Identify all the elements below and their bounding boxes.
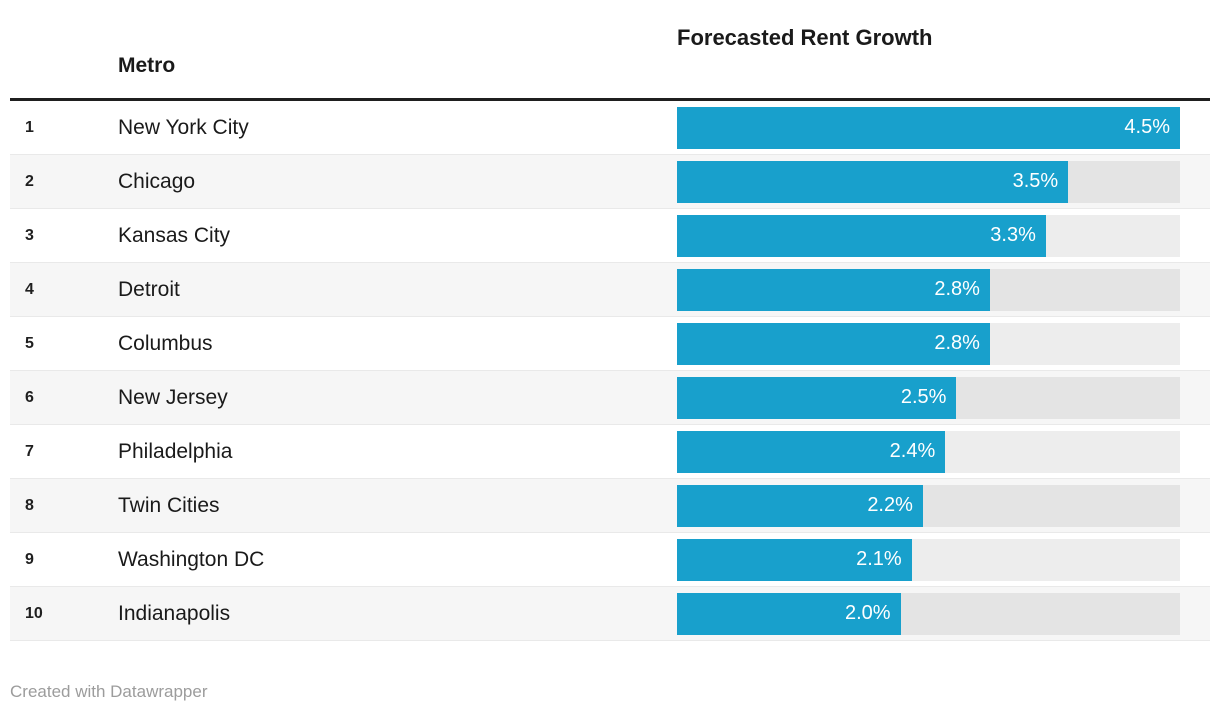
bar-value-label: 2.0% bbox=[844, 602, 891, 624]
bar-value-label: 3.5% bbox=[1012, 170, 1059, 192]
bar-track: 2.8% bbox=[677, 322, 1180, 365]
table-row: 9 Washington DC 2.1% bbox=[10, 533, 1210, 587]
credit-link[interactable]: Created with Datawrapper bbox=[10, 682, 208, 701]
bar-value-label: 4.5% bbox=[1124, 116, 1170, 138]
metro-label: Chicago bbox=[118, 169, 196, 193]
bar-value-label: 2.8% bbox=[934, 278, 980, 300]
growth-column-header: Forecasted Rent Growth bbox=[677, 25, 933, 50]
table-row: 6 New Jersey 2.5% bbox=[10, 371, 1210, 425]
metro-label: New Jersey bbox=[118, 385, 228, 409]
metro-label: Kansas City bbox=[118, 223, 231, 247]
metro-label: Indianapolis bbox=[118, 601, 231, 625]
bar: 4.5% bbox=[677, 106, 1180, 149]
bar-track: 3.3% bbox=[677, 214, 1180, 257]
table-row: 1 New York City 4.5% bbox=[10, 101, 1210, 155]
bar-cell: 3.3% bbox=[677, 209, 1180, 262]
metro-column-header: Metro bbox=[118, 54, 176, 77]
metro-label: Detroit bbox=[118, 277, 180, 301]
rank-label: 8 bbox=[25, 496, 34, 514]
table-row: 3 Kansas City 3.3% bbox=[10, 209, 1210, 263]
bar-track: 2.4% bbox=[677, 430, 1180, 473]
rank-label: 4 bbox=[25, 280, 34, 298]
bar-cell: 2.2% bbox=[677, 479, 1180, 532]
bar-cell: 2.0% bbox=[677, 587, 1180, 640]
bar: 2.5% bbox=[677, 376, 957, 419]
table-row: 10 Indianapolis 2.0% bbox=[10, 587, 1210, 641]
bar-track: 2.5% bbox=[677, 376, 1180, 419]
bar-value-label: 2.4% bbox=[889, 440, 936, 462]
bar-track: 2.2% bbox=[677, 484, 1180, 527]
bar: 2.4% bbox=[677, 430, 946, 473]
rank-label: 2 bbox=[25, 172, 34, 190]
table-body: 1 New York City 4.5% 2 Chicago 3.5% 3 Ka… bbox=[10, 101, 1210, 641]
metro-label: New York City bbox=[118, 115, 249, 139]
rank-label: 9 bbox=[25, 550, 34, 568]
rank-label: 3 bbox=[25, 226, 34, 244]
bar-track: 3.5% bbox=[677, 160, 1180, 203]
bar: 2.0% bbox=[677, 592, 901, 635]
bar-cell: 2.1% bbox=[677, 533, 1180, 586]
rank-label: 7 bbox=[25, 442, 34, 460]
table-row: 2 Chicago 3.5% bbox=[10, 155, 1210, 209]
table-row: 4 Detroit 2.8% bbox=[10, 263, 1210, 317]
table-row: 5 Columbus 2.8% bbox=[10, 317, 1210, 371]
bar-cell: 2.5% bbox=[677, 371, 1180, 424]
bar: 2.2% bbox=[677, 484, 923, 527]
bar-track: 4.5% bbox=[677, 106, 1180, 149]
bar-value-label: 3.3% bbox=[990, 224, 1036, 246]
bar-track: 2.0% bbox=[677, 592, 1180, 635]
rank-label: 1 bbox=[25, 118, 34, 136]
bar-track: 2.8% bbox=[677, 268, 1180, 311]
bar-value-label: 2.5% bbox=[900, 386, 947, 408]
bar-cell: 2.8% bbox=[677, 263, 1180, 316]
bar-cell: 2.4% bbox=[677, 425, 1180, 478]
bar: 3.5% bbox=[677, 160, 1069, 203]
attribution: Created with Datawrapper bbox=[10, 681, 207, 703]
rent-growth-table: Metro Forecasted Rent Growth 1 New York … bbox=[10, 0, 1210, 641]
bar-cell: 4.5% bbox=[677, 101, 1180, 154]
rank-label: 5 bbox=[25, 334, 34, 352]
bar: 2.1% bbox=[677, 538, 912, 581]
metro-label: Philadelphia bbox=[118, 439, 233, 463]
table-row: 7 Philadelphia 2.4% bbox=[10, 425, 1210, 479]
metro-label: Washington DC bbox=[118, 547, 265, 571]
table-header: Metro Forecasted Rent Growth bbox=[10, 0, 1210, 101]
bar: 3.3% bbox=[677, 214, 1046, 257]
rank-label: 10 bbox=[25, 604, 43, 622]
metro-label: Columbus bbox=[118, 331, 213, 355]
bar-cell: 2.8% bbox=[677, 317, 1180, 370]
bar: 2.8% bbox=[677, 268, 990, 311]
bar-track: 2.1% bbox=[677, 538, 1180, 581]
metro-label: Twin Cities bbox=[118, 493, 220, 517]
bar: 2.8% bbox=[677, 322, 990, 365]
bar-value-label: 2.2% bbox=[867, 494, 913, 516]
bar-cell: 3.5% bbox=[677, 155, 1180, 208]
rank-label: 6 bbox=[25, 388, 34, 406]
bar-value-label: 2.8% bbox=[934, 332, 980, 354]
table-row: 8 Twin Cities 2.2% bbox=[10, 479, 1210, 533]
bar-value-label: 2.1% bbox=[856, 548, 902, 570]
